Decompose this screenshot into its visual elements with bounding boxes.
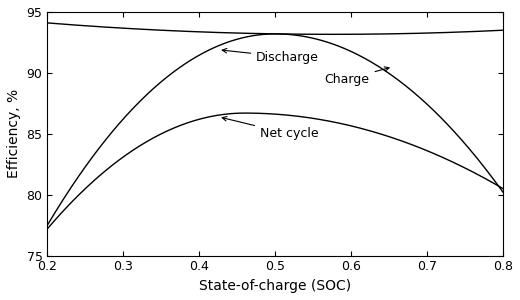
- Text: Discharge: Discharge: [222, 48, 319, 64]
- Text: Net cycle: Net cycle: [222, 117, 319, 140]
- Text: Charge: Charge: [324, 67, 389, 86]
- Y-axis label: Efficiency, %: Efficiency, %: [7, 89, 21, 178]
- X-axis label: State-of-charge (SOC): State-of-charge (SOC): [199, 279, 352, 293]
